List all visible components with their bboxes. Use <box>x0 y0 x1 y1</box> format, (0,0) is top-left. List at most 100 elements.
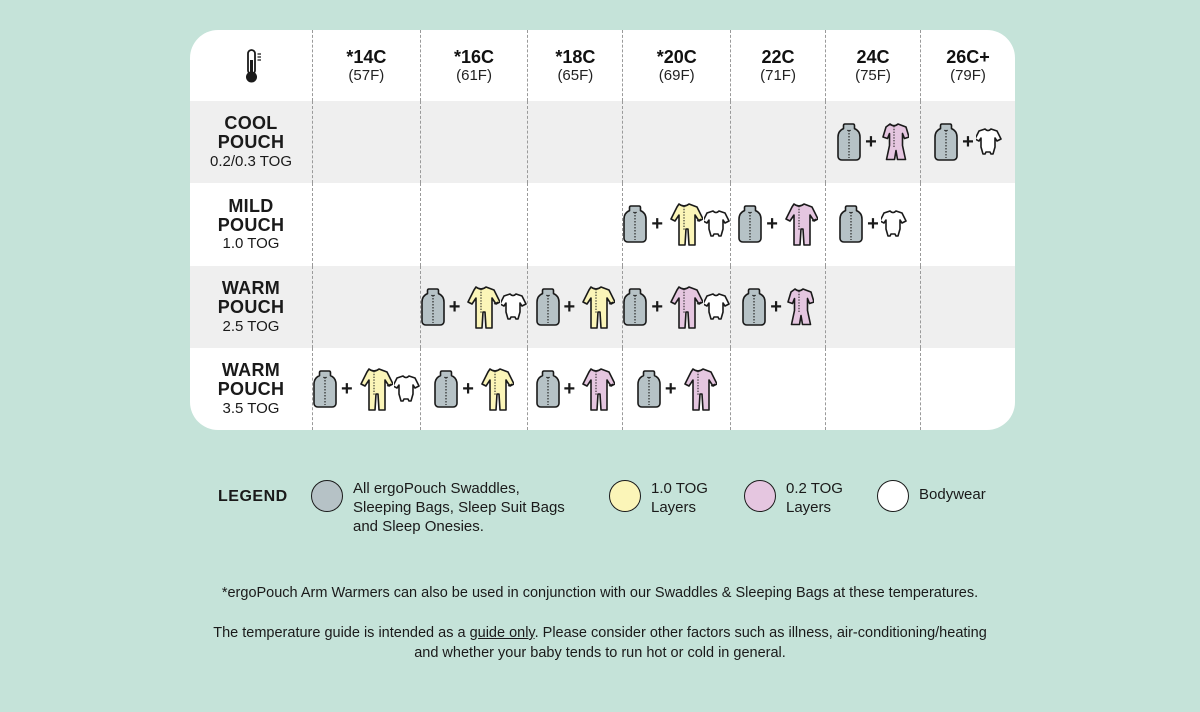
pouch-name: COOL <box>224 113 278 134</box>
legend-item-bodywear: Bodywear <box>877 480 986 512</box>
bodysuit-icon <box>880 210 907 238</box>
pouch-tog: 2.5 TOG <box>222 317 280 335</box>
arm-warmers-note: *ergoPouch Arm Warmers can also be used … <box>221 585 979 601</box>
plus-icon: + <box>563 377 576 400</box>
sleeping-bag-icon <box>837 123 861 161</box>
cell-r3-c6 <box>920 347 1015 430</box>
sleeping-bag-icon <box>839 205 863 244</box>
cell-r2-c6 <box>920 265 1015 348</box>
outfit-combo: + <box>623 284 730 330</box>
onesie-tog1-icon <box>481 368 514 411</box>
cell-r2-c5 <box>825 265 921 348</box>
outfit-combo: + <box>434 366 514 412</box>
temp-celsius: *20C <box>656 46 697 67</box>
cell-r1-c3: + <box>622 183 730 266</box>
temp-celsius: 24C <box>856 46 890 67</box>
outfit-combo: + <box>313 366 420 412</box>
plus-icon: + <box>770 295 782 318</box>
header-temp-4: 22C (71F) <box>730 30 825 101</box>
legend-text: Bodywear <box>919 486 986 503</box>
cell-r1-c1 <box>419 183 528 266</box>
outfit-combo: + <box>535 366 616 412</box>
guide-note: The temperature guide is intended as a g… <box>0 624 1200 663</box>
temp-celsius: *16C <box>454 46 495 67</box>
pouch-tog: 1.0 TOG <box>222 235 280 253</box>
sleeping-bag-icon <box>623 205 648 244</box>
plus-icon: + <box>651 295 664 318</box>
table-grid: *14C (57F) *16C (61F) *18C (65F) *20C (69F) 22C(… <box>190 30 1015 430</box>
legend: LEGEND All ergoPouch Swaddles, Sleeping … <box>0 470 1200 540</box>
temp-celsius: 22C <box>761 46 795 67</box>
legend-text: Sleeping Bags, Sleep Suit Bags <box>353 498 565 516</box>
outfit-combo: + <box>637 366 717 412</box>
onesie-tog1-icon <box>582 285 616 329</box>
thermometer-icon <box>246 48 261 82</box>
guide-text: The temperature guide is intended as a <box>213 625 470 641</box>
temp-fahrenheit: (69F) <box>658 67 695 85</box>
sleeping-bag-icon <box>623 287 648 326</box>
cell-r3-c4 <box>730 347 825 430</box>
cell-r2-c1: + <box>419 265 528 348</box>
sleeping-bag-icon <box>535 287 560 326</box>
outfit-combo: + <box>839 203 907 245</box>
onesie-tog02-icon <box>582 368 616 411</box>
legend-text: All ergoPouch Swaddles, <box>353 480 520 497</box>
cell-r0-c4 <box>730 101 826 184</box>
cell-r0-c3 <box>622 101 731 184</box>
cell-r3-c3: + <box>622 347 730 430</box>
temp-fahrenheit: (57F) <box>348 67 385 85</box>
plus-icon: + <box>865 131 877 154</box>
legend-text: and Sleep Onesies. <box>353 517 484 535</box>
plus-icon: + <box>664 377 677 400</box>
cell-r0-c2 <box>527 101 623 184</box>
cell-r0-c5: + <box>825 101 921 184</box>
temp-celsius: *14C <box>346 46 387 67</box>
temp-fahrenheit: (65F) <box>557 67 594 85</box>
outfit-combo: + <box>934 121 1002 163</box>
outfit-combo: + <box>738 201 818 247</box>
legend-item-sleepwear: All ergoPouch Swaddles, Sleeping Bags, S… <box>311 480 565 536</box>
legend-text: Layers <box>651 498 697 516</box>
cell-r1-c0 <box>312 183 420 266</box>
legend-text: 1.0 TOG <box>651 480 708 497</box>
legend-item-tog02: 0.2 TOG Layers <box>744 480 843 518</box>
sleeping-bag-icon <box>934 123 958 161</box>
sleeping-bag-icon <box>434 370 458 408</box>
plus-icon: + <box>563 295 576 318</box>
guide-only-link[interactable]: guide only <box>469 625 535 641</box>
cell-r1-c4: + <box>730 183 825 266</box>
legend-text: 0.2 TOG <box>786 480 843 497</box>
sleeping-bag-icon <box>637 370 661 408</box>
row-label-2: WARM POUCH 2.5 TOG <box>190 265 312 348</box>
cell-r2-c4: + <box>730 265 826 348</box>
header-temp-2: *18C (65F) <box>527 30 622 101</box>
pink-swatch-icon <box>744 480 776 512</box>
cell-r1-c5: + <box>825 183 920 266</box>
pouch-name: POUCH <box>217 132 285 153</box>
cell-r2-c3: + <box>622 265 731 348</box>
legend-text: Layers <box>786 498 832 516</box>
cell-r0-c1 <box>419 101 528 184</box>
temp-fahrenheit: (79F) <box>950 67 986 85</box>
row-label-1: MILD POUCH 1.0 TOG <box>190 183 312 265</box>
cell-r1-c6 <box>920 183 1015 266</box>
cell-r3-c2: + <box>527 347 622 430</box>
bodysuit-icon <box>975 128 1002 155</box>
yellow-swatch-icon <box>609 480 641 512</box>
header-temp-3: *20C (69F) <box>622 30 730 101</box>
bodysuit-icon <box>704 210 730 238</box>
legend-item-tog1: 1.0 TOG Layers <box>609 480 708 518</box>
temp-fahrenheit: (75F) <box>855 67 891 85</box>
cell-r0-c6: + <box>920 101 1015 184</box>
white-swatch-icon <box>877 480 909 512</box>
header-temp-5: 24C (75F) <box>825 30 920 101</box>
cell-r2-c0 <box>312 265 420 348</box>
cell-r0-c0 <box>312 101 420 184</box>
onesie-tog1-icon <box>467 285 501 329</box>
plus-icon: + <box>462 377 474 400</box>
bodysuit-icon <box>704 292 730 320</box>
row-label-3: WARM POUCH 3.5 TOG <box>190 348 312 430</box>
bodysuit-icon <box>393 375 420 402</box>
pouch-name: WARM <box>221 360 281 381</box>
sleeping-bag-icon <box>313 370 337 408</box>
